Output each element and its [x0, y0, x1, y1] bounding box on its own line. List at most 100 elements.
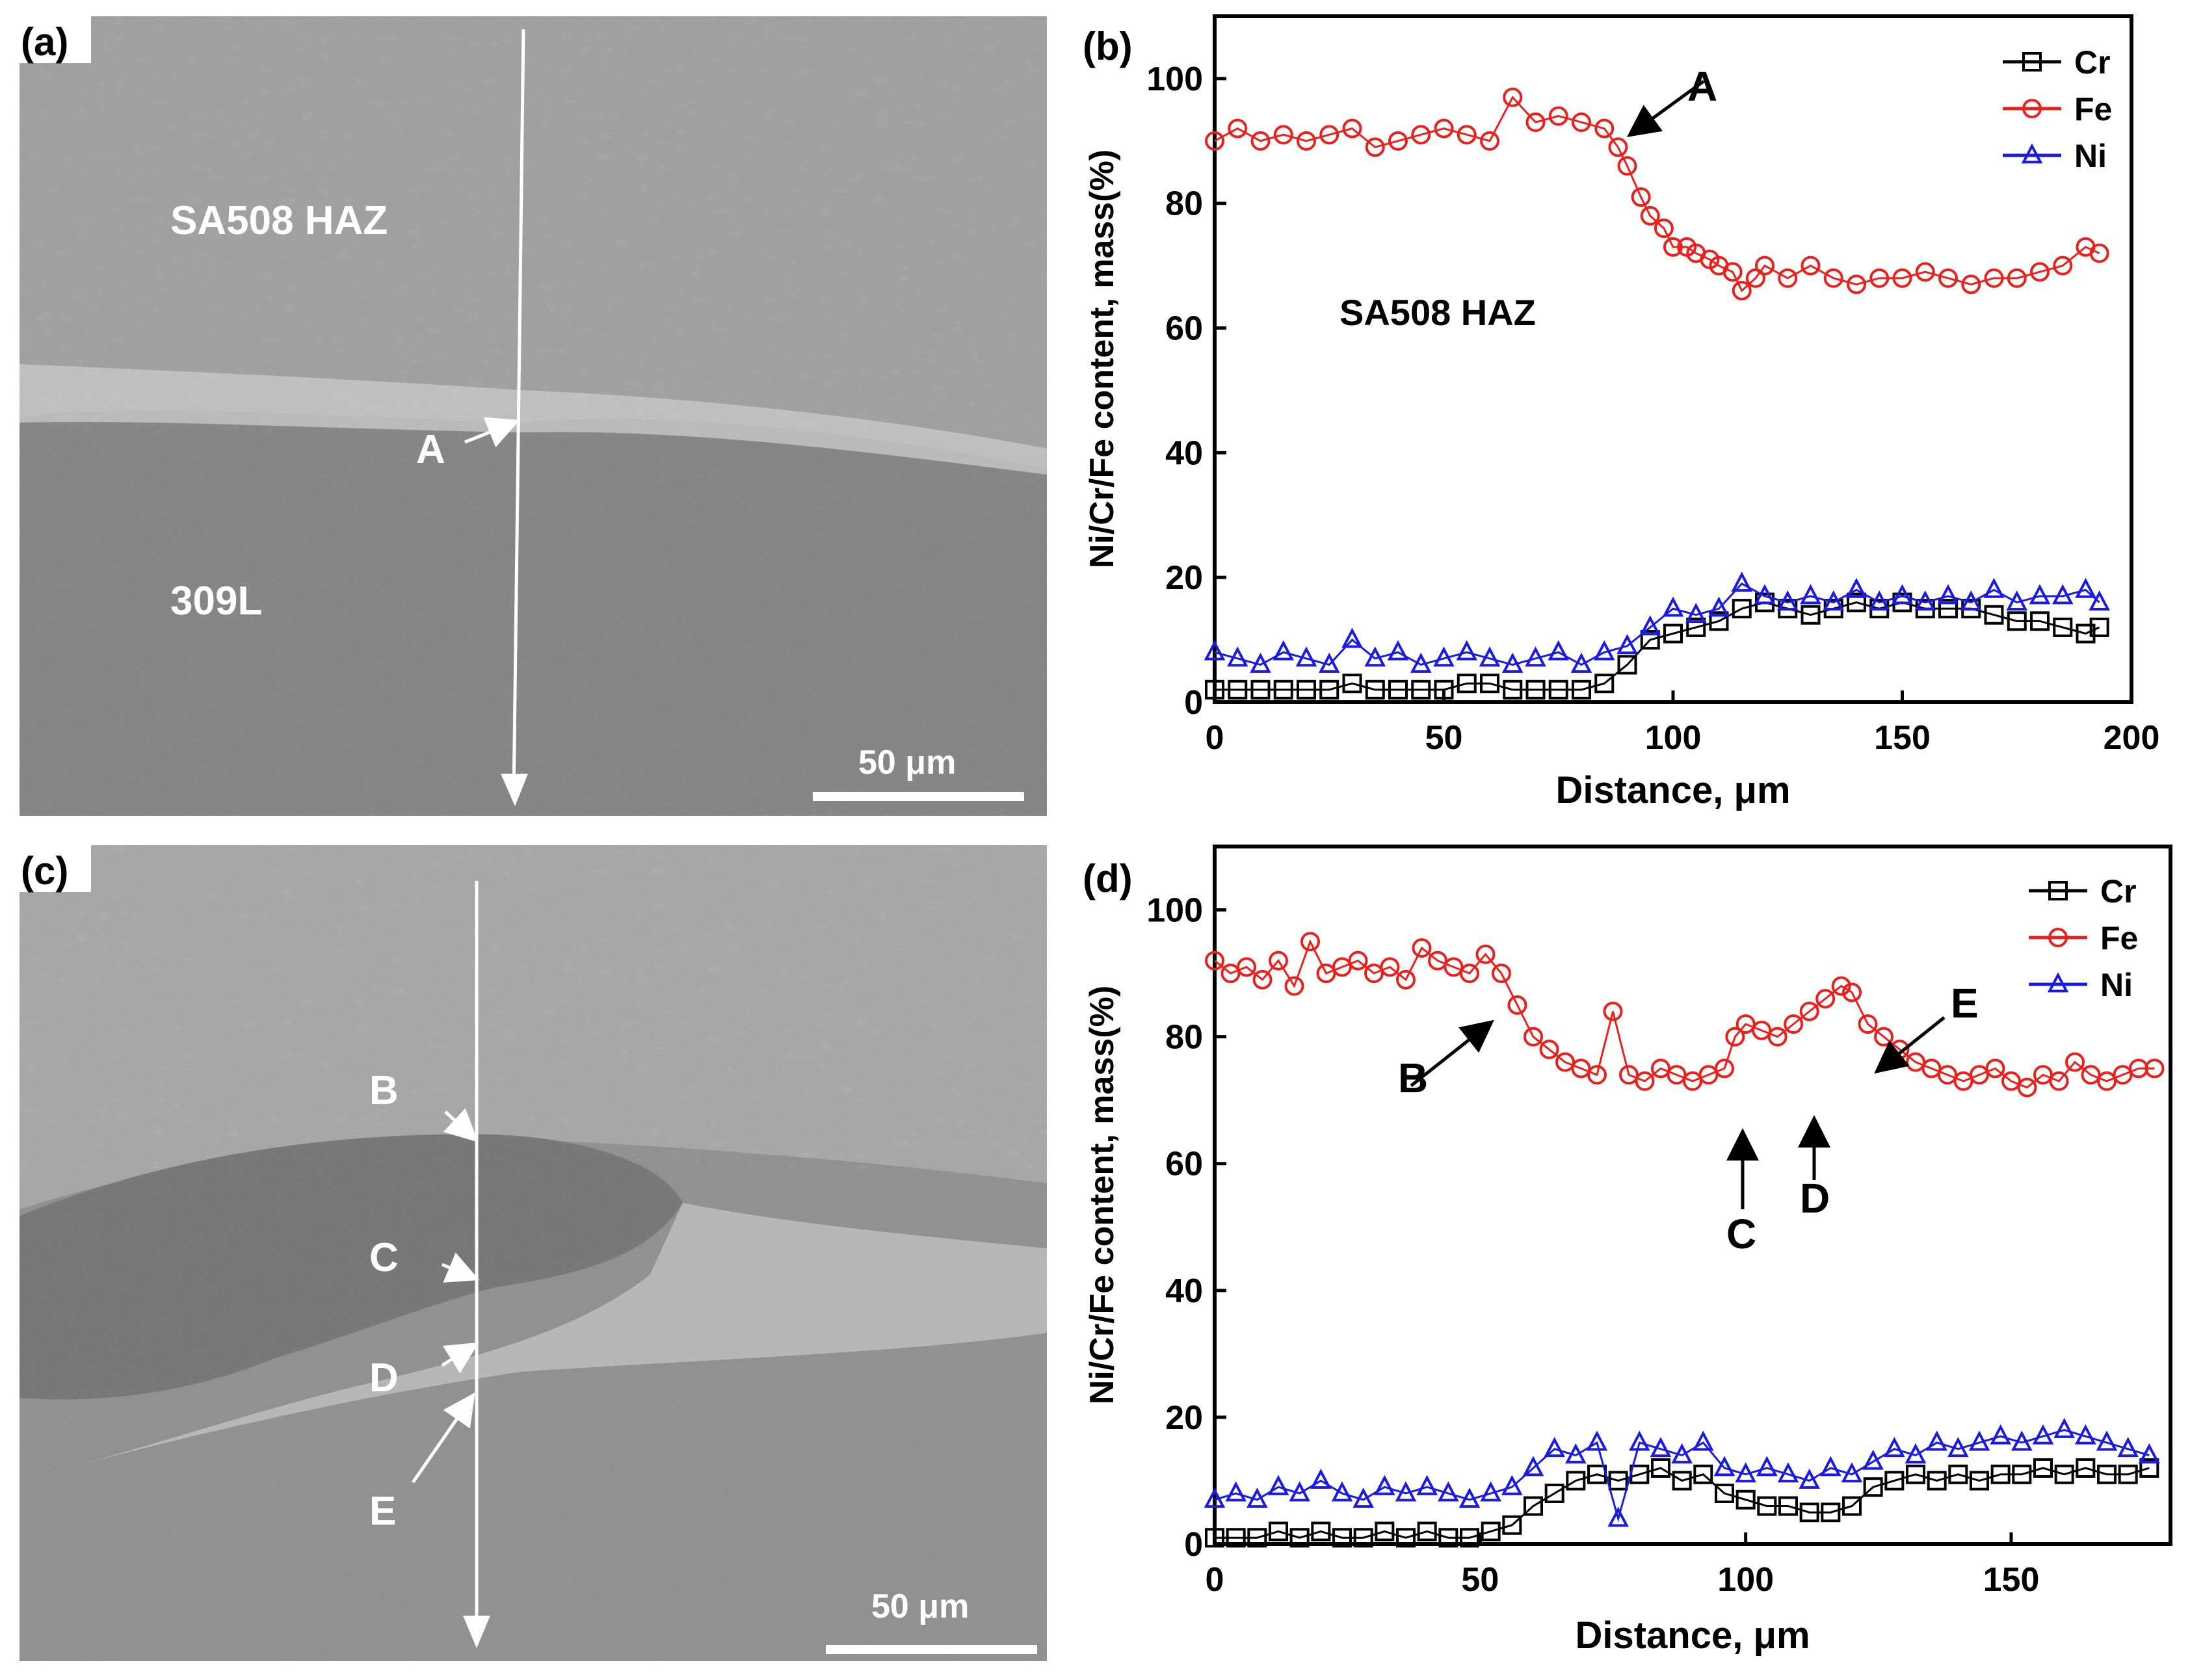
- region-annotation: SA508 HAZ: [1339, 292, 1536, 333]
- data-point-cr: [1226, 1528, 1246, 1548]
- data-point-cr: [1311, 1521, 1331, 1542]
- data-point-fe: [1735, 1014, 1756, 1034]
- data-point-ni: [1204, 1488, 1226, 1508]
- data-point-cr: [1672, 1471, 1692, 1491]
- data-point-cr: [1938, 599, 1958, 619]
- legend-label: Fe: [2074, 91, 2112, 127]
- data-point-cr: [1524, 1496, 1543, 1516]
- legend-marker: [2048, 881, 2068, 900]
- data-point-cr: [1847, 592, 1866, 612]
- data-point-ni: [1671, 1443, 1693, 1463]
- y-tick-label: 80: [1165, 185, 1203, 223]
- series-line-cr: [1215, 1467, 2150, 1539]
- legend-label: Ni: [2074, 138, 2107, 174]
- y-tick-label: 100: [1146, 892, 1203, 930]
- panel-c-micrograph: [20, 845, 1047, 1661]
- data-point-ni: [1364, 646, 1386, 667]
- data-point-ni: [1756, 1456, 1778, 1477]
- data-point-fe: [1524, 1027, 1543, 1047]
- data-point-fe: [1365, 137, 1385, 157]
- data-point-cr: [1228, 679, 1248, 700]
- scale-bar-label: 50 μm: [858, 744, 956, 781]
- data-point-cr: [2118, 1464, 2138, 1484]
- data-point-fe: [1396, 969, 1416, 990]
- data-point-ni: [1565, 1443, 1587, 1463]
- data-point-cr: [1319, 679, 1339, 700]
- y-tick-label: 60: [1165, 1146, 1203, 1183]
- data-point-cr: [1480, 674, 1499, 694]
- line-scan-arrowhead: [501, 774, 528, 806]
- data-point-cr: [1709, 611, 1729, 631]
- data-point-fe: [1332, 957, 1352, 977]
- data-point-cr: [1289, 1528, 1310, 1548]
- x-tick-label: 200: [2104, 719, 2160, 757]
- data-point-ni: [1544, 1437, 1565, 1458]
- data-point-fe: [1348, 951, 1368, 971]
- legend-entry-cr: Cr: [2003, 44, 2111, 81]
- x-tick-label: 50: [1461, 1561, 1499, 1599]
- data-point-fe: [2065, 1052, 2085, 1072]
- data-point-cr: [1906, 1464, 1925, 1484]
- data-point-cr: [1640, 630, 1660, 650]
- data-point-fe: [2097, 1071, 2117, 1091]
- series-line-fe: [1214, 939, 2155, 1089]
- data-point-fe: [2007, 268, 2027, 288]
- data-point-fe: [1492, 964, 1511, 984]
- plot-frame: [1213, 845, 2172, 1546]
- data-point-cr: [1269, 1521, 1288, 1542]
- data-point-cr: [1984, 605, 2004, 625]
- data-point-ni: [1374, 1475, 1395, 1495]
- data-point-ni: [1295, 646, 1317, 667]
- data-point-fe: [1654, 218, 1674, 239]
- data-point-fe: [1745, 268, 1765, 288]
- legend-entry-fe: Fe: [2029, 920, 2138, 956]
- data-point-fe: [1603, 1001, 1623, 1021]
- point-a-label: A: [416, 427, 445, 472]
- y-tick-label: 100: [1146, 60, 1203, 98]
- data-point-cr: [1651, 1458, 1670, 1478]
- data-point-cr: [1205, 1528, 1224, 1548]
- annotation-arrow-a: [1626, 79, 1705, 137]
- data-point-fe: [2049, 1071, 2069, 1091]
- data-point-fe: [1252, 969, 1273, 990]
- data-point-ni: [1570, 652, 1592, 673]
- data-point-cr: [2076, 1458, 2096, 1478]
- data-point-ni: [1754, 584, 1776, 605]
- data-point-ni: [2053, 1417, 2075, 1438]
- data-point-fe: [1411, 125, 1431, 145]
- panel-a-label: (a): [21, 20, 68, 64]
- data-point-ni: [1926, 1430, 1947, 1451]
- data-point-fe: [1938, 268, 1958, 288]
- y-tick-label: 0: [1184, 684, 1203, 722]
- data-point-fe: [1953, 1071, 1973, 1091]
- data-point-fe: [1503, 87, 1523, 107]
- series-cr: [1205, 1458, 2159, 1548]
- data-point-ni: [1586, 1430, 1608, 1451]
- data-point-cr: [1617, 655, 1637, 675]
- data-point-ni: [1416, 1475, 1438, 1495]
- data-point-fe: [1617, 156, 1637, 176]
- data-point-cr: [2012, 1464, 2032, 1484]
- panel-c-label-bg: [20, 845, 91, 892]
- point-annotation-a: A: [1687, 63, 1717, 110]
- data-point-cr: [2089, 617, 2109, 637]
- data-point-cr: [1332, 1528, 1352, 1548]
- data-point-ni: [1548, 640, 1570, 661]
- data-point-ni: [1607, 1506, 1629, 1527]
- data-point-fe: [1831, 976, 1851, 996]
- data-point-cr: [1544, 1483, 1564, 1503]
- data-point-ni: [2117, 1437, 2139, 1458]
- data-point-fe: [1507, 995, 1527, 1015]
- data-point-ni: [1905, 1443, 1927, 1463]
- point-b-label: B: [369, 1068, 399, 1113]
- x-tick-label: 100: [1717, 1561, 1774, 1599]
- x-tick-label: 150: [1983, 1561, 2040, 1599]
- data-point-cr: [1365, 679, 1385, 700]
- series-line-ni: [1214, 582, 2100, 666]
- data-point-fe: [1715, 1058, 1734, 1079]
- panel-a-label-bg: [20, 16, 91, 63]
- data-point-cr: [2076, 623, 2096, 644]
- data-point-fe: [1428, 951, 1447, 971]
- point-d-label: D: [369, 1356, 399, 1400]
- point-e-arrow: [411, 1392, 475, 1484]
